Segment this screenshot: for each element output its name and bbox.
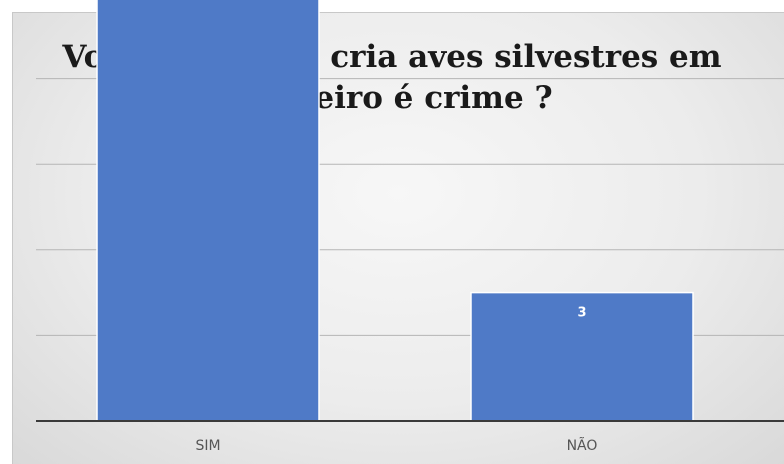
- x-tick-label: SIM: [195, 438, 220, 454]
- bars: 113: [96, 0, 694, 422]
- bar-sim: [96, 0, 320, 422]
- data-label: 3: [577, 306, 586, 321]
- x-axis-tick-labels: SIM NÃO: [195, 437, 597, 454]
- x-tick-label: NÃO: [567, 437, 598, 454]
- bar-não: [470, 291, 694, 422]
